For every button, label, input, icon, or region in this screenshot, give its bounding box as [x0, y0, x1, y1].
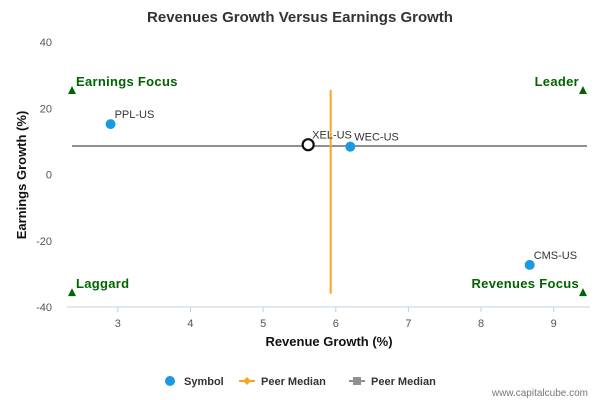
legend-label-symbol: Symbol	[184, 376, 224, 388]
legend-label-peer-median-revenue: Peer Median	[261, 376, 326, 388]
data-point-ppl-us	[105, 119, 116, 130]
y-tick-label: -40	[36, 302, 52, 314]
x-tick-label: 7	[405, 318, 411, 330]
x-tick-label: 8	[478, 318, 484, 330]
peer-median-lines	[72, 90, 587, 294]
y-tick-label: 20	[40, 103, 52, 115]
x-axis-ticks: 3 4 5 6 7 8 9	[115, 307, 557, 330]
source-watermark: www.capitalcube.com	[491, 388, 588, 399]
x-tick-label: 9	[551, 318, 557, 330]
data-point-wec-us	[345, 141, 356, 152]
y-tick-label: 0	[46, 170, 52, 182]
chart-title: Revenues Growth Versus Earnings Growth	[147, 9, 453, 26]
legend-square-marker	[353, 377, 361, 385]
quadrant-marker-laggard	[68, 288, 76, 297]
quadrant-label-revenues-focus: Revenues Focus	[471, 276, 579, 291]
y-tick-label: -20	[36, 236, 52, 248]
data-label-wec-us: WEC-US	[354, 132, 399, 144]
legend-diamond-marker	[243, 377, 251, 385]
quadrant-marker-revenues-focus	[579, 288, 587, 297]
quadrant-marker-earnings-focus	[68, 86, 76, 95]
legend-symbol-dot	[165, 376, 175, 386]
y-axis-ticks: 40 20 0 -20 -40	[36, 37, 52, 314]
y-axis-label: Earnings Growth (%)	[14, 111, 29, 240]
x-tick-label: 3	[115, 318, 121, 330]
x-tick-label: 5	[260, 318, 266, 330]
quadrant-label-laggard: Laggard	[76, 276, 129, 291]
data-point-xel-us	[301, 138, 315, 152]
data-label-ppl-us: PPL-US	[115, 109, 155, 121]
quadrant-markers: Earnings Focus Leader Laggard Revenues Focu…	[68, 74, 587, 297]
legend-label-peer-median-earnings: Peer Median	[371, 376, 436, 388]
y-tick-label: 40	[40, 37, 52, 49]
data-points: PPL-US XEL-US WEC-US CMS-US	[105, 109, 577, 270]
quadrant-label-leader: Leader	[535, 74, 579, 89]
quadrant-label-earnings-focus: Earnings Focus	[76, 74, 178, 89]
x-tick-label: 4	[187, 318, 193, 330]
x-axis-label: Revenue Growth (%)	[265, 334, 392, 349]
quadrant-marker-leader	[579, 86, 587, 95]
legend: Symbol Peer Median Peer Median	[165, 376, 436, 388]
x-tick-label: 6	[333, 318, 339, 330]
data-point-cms-us	[524, 259, 535, 270]
data-label-xel-us: XEL-US	[312, 130, 352, 142]
data-label-cms-us: CMS-US	[534, 250, 577, 262]
